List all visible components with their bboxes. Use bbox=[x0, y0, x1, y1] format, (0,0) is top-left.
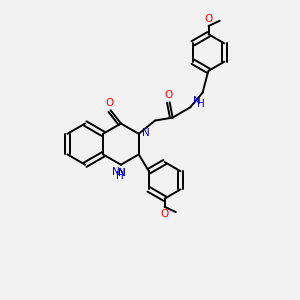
Text: H: H bbox=[116, 171, 124, 181]
Text: N: N bbox=[118, 168, 125, 178]
Text: H: H bbox=[197, 99, 205, 109]
Text: O: O bbox=[165, 90, 173, 100]
Text: N: N bbox=[118, 168, 125, 178]
Text: N: N bbox=[142, 128, 150, 138]
Text: O: O bbox=[204, 14, 212, 24]
Text: N: N bbox=[112, 167, 119, 177]
Text: O: O bbox=[105, 98, 113, 108]
Text: O: O bbox=[160, 209, 169, 219]
Text: N: N bbox=[193, 96, 200, 106]
